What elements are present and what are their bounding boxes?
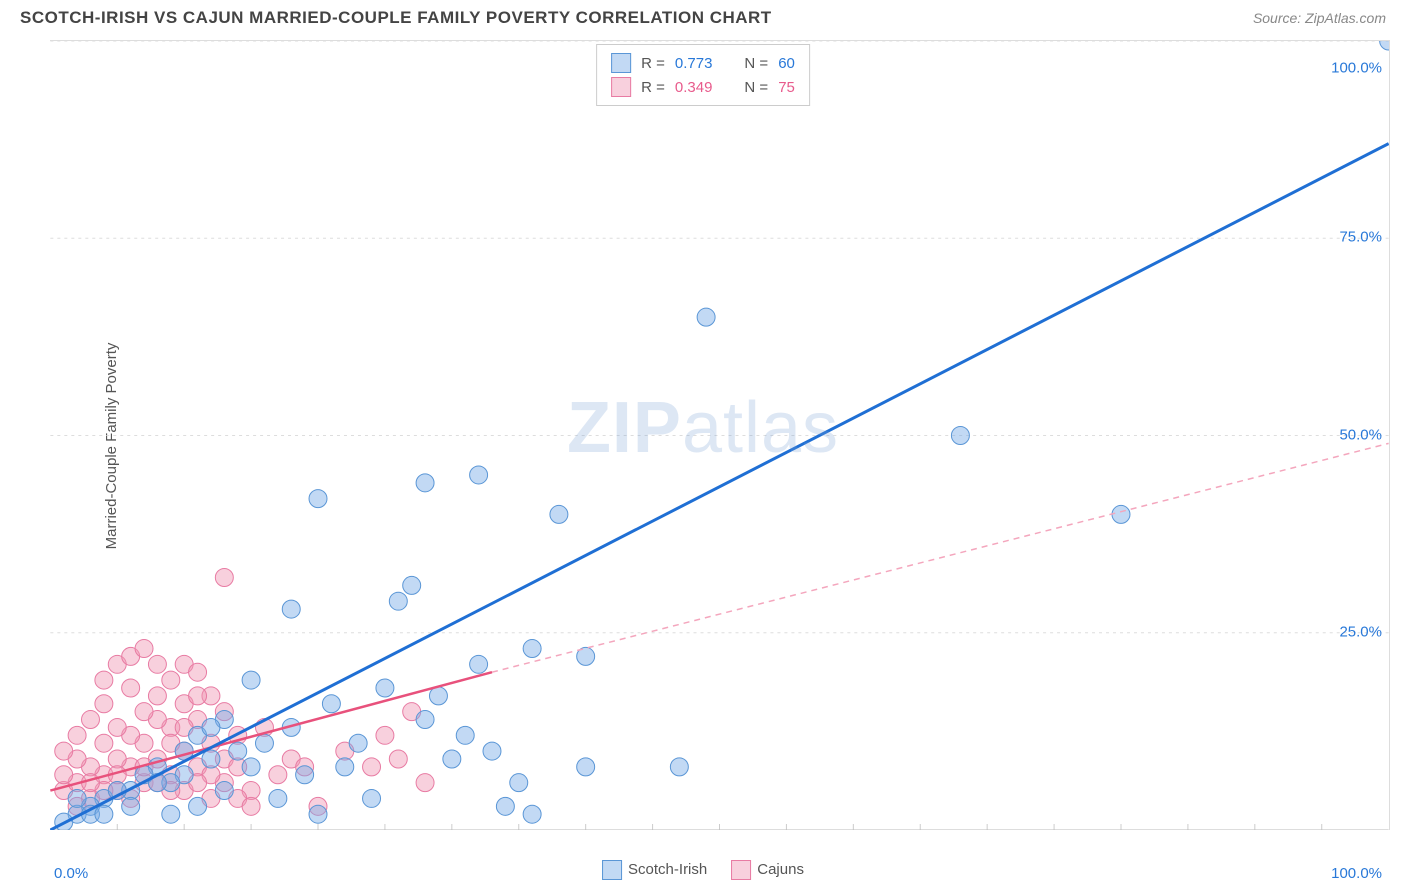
n-value-scotch-irish: 60 (778, 55, 795, 72)
legend-row-scotch-irish: R = 0.773 N = 60 (611, 51, 795, 75)
chart-plot-area (50, 40, 1390, 830)
r-label: R = (641, 55, 665, 72)
n-value-cajuns: 75 (778, 79, 795, 96)
source-attribution: Source: ZipAtlas.com (1253, 10, 1386, 26)
y-axis-tick-100: 100.0% (1331, 60, 1382, 77)
swatch-scotch-irish (611, 53, 631, 73)
series-legend: Scotch-Irish Cajuns (602, 860, 804, 880)
source-name: ZipAtlas.com (1305, 10, 1386, 26)
legend-item-cajuns: Cajuns (731, 860, 804, 880)
y-axis-tick-75: 75.0% (1339, 229, 1382, 246)
scatter-plot-svg (50, 41, 1389, 830)
swatch-cajuns-icon (731, 860, 751, 880)
chart-header: SCOTCH-IRISH VS CAJUN MARRIED-COUPLE FAM… (0, 0, 1406, 32)
n-label: N = (744, 55, 768, 72)
x-axis-tick-100: 100.0% (1331, 865, 1382, 882)
swatch-cajuns (611, 77, 631, 97)
legend-item-scotch-irish: Scotch-Irish (602, 860, 707, 880)
source-prefix: Source: (1253, 10, 1305, 26)
legend-label-scotch-irish: Scotch-Irish (628, 861, 707, 878)
legend-label-cajuns: Cajuns (757, 861, 804, 878)
chart-title: SCOTCH-IRISH VS CAJUN MARRIED-COUPLE FAM… (20, 8, 772, 28)
y-axis-tick-25: 25.0% (1339, 624, 1382, 641)
correlation-legend: R = 0.773 N = 60 R = 0.349 N = 75 (596, 44, 810, 106)
r-value-cajuns: 0.349 (675, 79, 713, 96)
y-axis-tick-50: 50.0% (1339, 427, 1382, 444)
n-label: N = (744, 79, 768, 96)
x-axis-tick-0: 0.0% (54, 865, 88, 882)
legend-row-cajuns: R = 0.349 N = 75 (611, 75, 795, 99)
r-label: R = (641, 79, 665, 96)
r-value-scotch-irish: 0.773 (675, 55, 713, 72)
swatch-scotch-irish-icon (602, 860, 622, 880)
